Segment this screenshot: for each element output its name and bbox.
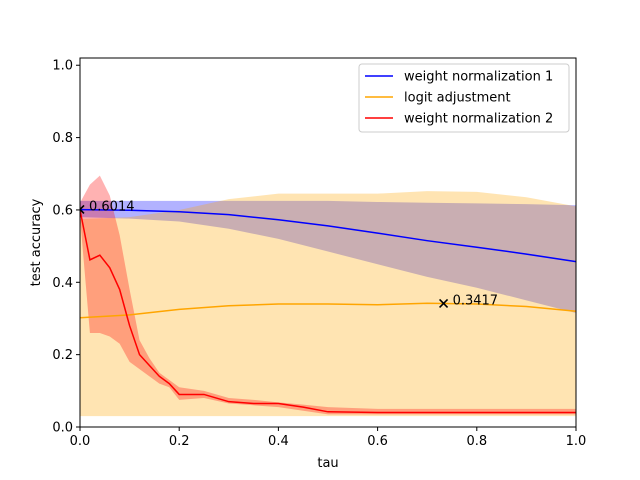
- y-tick-label: 0.0: [52, 421, 73, 436]
- annotation-label-2: 0.3417: [453, 293, 499, 308]
- legend-label-1: weight normalization 1: [404, 70, 553, 85]
- series-lines: [80, 208, 576, 414]
- x-tick-label: 0.0: [70, 434, 91, 449]
- y-tick-label: 1.0: [52, 59, 73, 74]
- series-line-1: [80, 208, 576, 263]
- annotation-label-1: 0.6014: [89, 199, 135, 214]
- series-line-2: [80, 302, 576, 319]
- x-tick-label: 0.2: [169, 434, 190, 449]
- y-tick-label: 0.2: [52, 348, 73, 363]
- annotation-marker-2: [439, 298, 449, 308]
- x-tick-label: 0.4: [268, 434, 289, 449]
- x-axis-label: tau: [317, 456, 338, 471]
- annotation-marker-1: [80, 204, 85, 215]
- annotation-labels: 0.6014 0.3417: [89, 199, 498, 308]
- band-1: [80, 200, 576, 314]
- plot-area: [80, 175, 576, 417]
- x-tick-label: 0.6: [367, 434, 388, 449]
- legend-box: [358, 63, 570, 133]
- legend: weight normalization 1 logit adjustment we…: [358, 63, 570, 133]
- x-tick-label: 1.0: [566, 434, 587, 449]
- y-tick-label: 0.8: [52, 131, 73, 146]
- x-tick-label: 0.8: [466, 434, 487, 449]
- legend-label-3: weight normalization 2: [404, 112, 553, 127]
- y-tick-label: 0.6: [52, 203, 73, 218]
- x-axis-ticks: 0.0 0.2 0.4 0.6 0.8 1.0: [70, 427, 587, 449]
- axes-frame: [79, 57, 577, 428]
- y-tick-label: 0.4: [52, 276, 73, 291]
- y-axis-label: test accuracy: [29, 198, 44, 286]
- annotations: [80, 204, 449, 308]
- y-axis-ticks: 0.0 0.2 0.4 0.6 0.8 1.0: [52, 59, 80, 436]
- legend-label-2: logit adjustment: [404, 91, 511, 106]
- series-line-3: [80, 209, 576, 414]
